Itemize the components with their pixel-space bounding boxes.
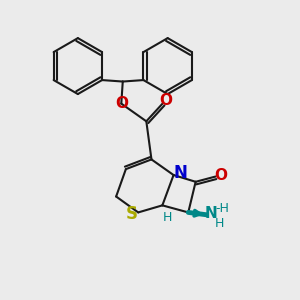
Text: -H: -H: [216, 202, 230, 215]
Text: N: N: [173, 164, 187, 182]
Text: O: O: [115, 96, 128, 111]
Text: O: O: [214, 167, 227, 182]
Text: O: O: [159, 93, 172, 108]
Text: H: H: [215, 217, 224, 230]
Text: S: S: [126, 205, 138, 223]
Text: N: N: [205, 206, 217, 221]
Text: H: H: [163, 211, 172, 224]
